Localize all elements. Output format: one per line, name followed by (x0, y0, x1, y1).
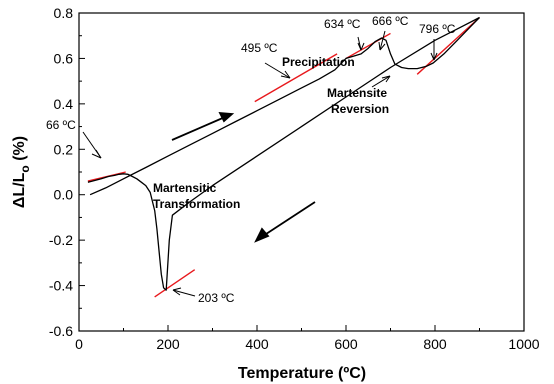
axis-ticks: 0 200 400 600 800 1000 -0.6 -0.4 -0.2 0.0 0.2 0.4 0.… (49, 5, 540, 352)
x-tick-label: 0 (75, 336, 83, 352)
y-tick-label: -0.2 (49, 232, 73, 248)
y-tick-label: 0.2 (54, 141, 74, 157)
heating-arrowhead (218, 111, 235, 123)
annotation-796: 796 ºC (419, 22, 456, 36)
heating-direction-arrow (171, 116, 226, 141)
y-tick-label: -0.4 (49, 278, 73, 294)
y-axis-title-subscript: o (18, 165, 32, 172)
cooling-direction-arrow (262, 201, 316, 237)
x-axis-title: Temperature (ºC) (238, 365, 366, 382)
annotation-66: 66 ºC (46, 118, 76, 132)
y-tick-label: -0.6 (49, 323, 73, 339)
cooling-curve (87, 16, 480, 291)
arrow-reversion (371, 75, 391, 88)
region-precipitation: Precipitation (282, 55, 355, 69)
arrowhead-495 (280, 70, 291, 79)
x-tick-label: 800 (423, 336, 447, 352)
arrowhead-796 (430, 52, 438, 61)
arrow-495 (264, 62, 291, 79)
annotation-634: 634 ºC (324, 17, 361, 31)
arrowhead-reversion (381, 75, 391, 83)
annotation-495: 495 ºC (241, 41, 278, 55)
tangent-line (254, 53, 338, 103)
annotation-203: 203 ºC (198, 291, 235, 305)
y-axis-title-unit: (%) (11, 136, 28, 165)
y-axis-title-main: ΔL/L (11, 172, 28, 208)
region-martensite: Martensite (327, 86, 387, 100)
heating-curve (89, 17, 480, 196)
arrowhead-66 (91, 149, 102, 159)
region-martensitic: Martensitic (153, 181, 217, 195)
arrowhead-203 (172, 287, 182, 296)
arrowhead-666 (378, 41, 386, 51)
x-tick-label: 600 (334, 336, 358, 352)
tangent-line (416, 17, 480, 75)
annotation-666: 666 ºC (372, 14, 409, 28)
x-tick-label: 200 (156, 336, 180, 352)
region-transformation: Transformation (153, 197, 240, 211)
y-tick-label: 0.0 (54, 187, 74, 203)
direction-arrows (171, 111, 316, 243)
x-tick-label: 400 (245, 336, 269, 352)
y-axis-title: ΔL/Lo (%) (11, 136, 32, 208)
y-tick-label: 0.6 (54, 50, 74, 66)
tangent-lines (87, 17, 480, 298)
x-tick-label: 1000 (508, 336, 539, 352)
arrowhead-634 (357, 42, 365, 51)
region-reversion: Reversion (331, 102, 389, 116)
arrow-666 (379, 30, 386, 51)
y-tick-label: 0.4 (54, 96, 74, 112)
tangent-line (154, 269, 196, 298)
cooling-arrowhead (254, 227, 270, 243)
arrow-203 (172, 289, 196, 297)
curves (87, 16, 480, 291)
y-tick-label: 0.8 (54, 5, 74, 21)
annotation-arrows (82, 30, 438, 297)
